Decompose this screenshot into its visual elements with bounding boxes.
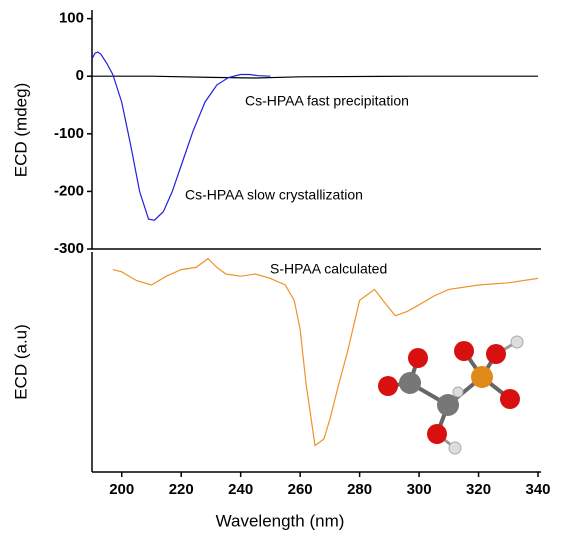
series-label: Cs-HPAA fast precipitation <box>245 93 409 109</box>
x-tick-label: 200 <box>109 481 134 498</box>
x-tick-label: 220 <box>169 481 194 498</box>
series-label: S-HPAA calculated <box>270 261 387 277</box>
y-tick-label: 0 <box>76 67 84 84</box>
y-axis-label: ECD (a.u) <box>11 324 30 400</box>
x-tick-label: 240 <box>228 481 253 498</box>
y-tick-label: -200 <box>54 182 84 199</box>
y-tick-label: -300 <box>54 240 84 257</box>
x-tick-label: 340 <box>526 481 551 498</box>
x-tick-label: 260 <box>288 481 313 498</box>
y-tick-label: 100 <box>59 10 84 27</box>
x-tick-label: 320 <box>466 481 491 498</box>
series-label: Cs-HPAA slow crystallization <box>185 187 363 203</box>
y-tick-label: -100 <box>54 125 84 142</box>
x-axis-label: Wavelength (nm) <box>216 511 345 530</box>
x-tick-label: 280 <box>347 481 372 498</box>
x-tick-label: 300 <box>407 481 432 498</box>
chart: Wavelength (nm) ECD (mdeg) ECD (a.u) 100… <box>0 0 561 536</box>
series-line <box>92 76 538 78</box>
series-line <box>113 259 538 446</box>
y-axis-label: ECD (mdeg) <box>11 83 30 177</box>
molecule <box>378 336 523 454</box>
